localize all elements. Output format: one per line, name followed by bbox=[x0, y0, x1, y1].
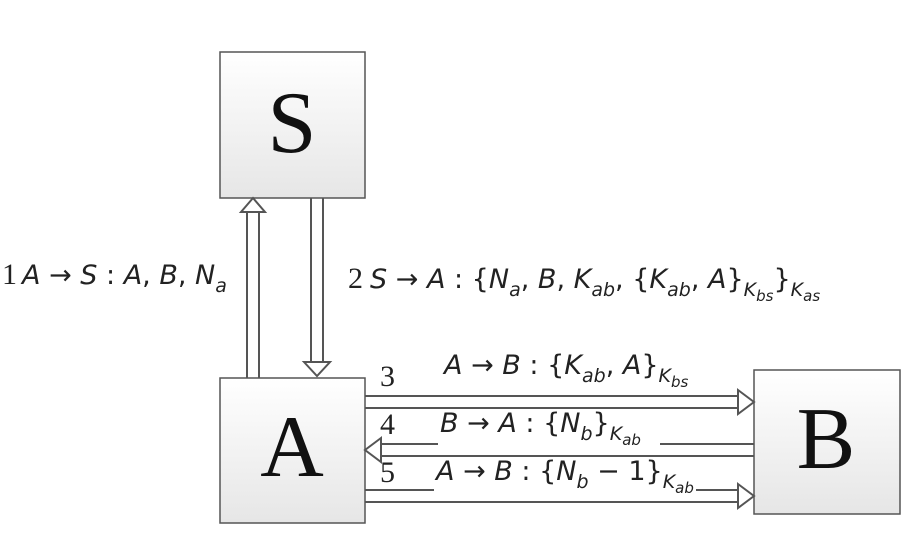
node-b: B bbox=[753, 369, 901, 515]
arrow-3-a-to-b bbox=[365, 388, 756, 416]
node-s-label: S bbox=[268, 75, 317, 172]
arrow-1-a-to-s bbox=[238, 196, 268, 378]
message-2: 2 S → A : {Na, B, Kab, {Kab, A}Kbs}Kas bbox=[348, 262, 820, 305]
message-5: 5 A → B : {Nb − 1}Kab bbox=[380, 456, 694, 497]
node-a: A bbox=[219, 377, 366, 524]
message-4-formula: B → A : {Nb}Kab bbox=[440, 408, 641, 449]
message-1-formula: A → S : A, B, Na bbox=[20, 260, 227, 297]
node-a-label: A bbox=[260, 399, 324, 496]
message-2-step: 2 bbox=[348, 262, 363, 295]
node-b-label: B bbox=[797, 391, 856, 488]
message-1: 1 A → S : A, B, Na bbox=[2, 258, 227, 297]
node-s: S bbox=[219, 51, 366, 199]
message-5-formula: A → B : {Nb − 1}Kab bbox=[434, 456, 694, 497]
message-4: 4 B → A : {Nb}Kab bbox=[380, 408, 641, 449]
arrow-2-s-to-a bbox=[301, 198, 333, 378]
message-4-step: 4 bbox=[380, 408, 395, 441]
message-3: 3 A → B : {Kab, A}Kbs bbox=[380, 350, 689, 393]
message-2-formula: S → A : {Na, B, Kab, {Kab, A}Kbs}Kas bbox=[370, 264, 820, 305]
message-1-step: 1 bbox=[2, 258, 17, 291]
message-3-step: 3 bbox=[380, 360, 395, 393]
message-3-formula: A → B : {Kab, A}Kbs bbox=[442, 350, 689, 391]
message-5-step: 5 bbox=[380, 456, 395, 489]
